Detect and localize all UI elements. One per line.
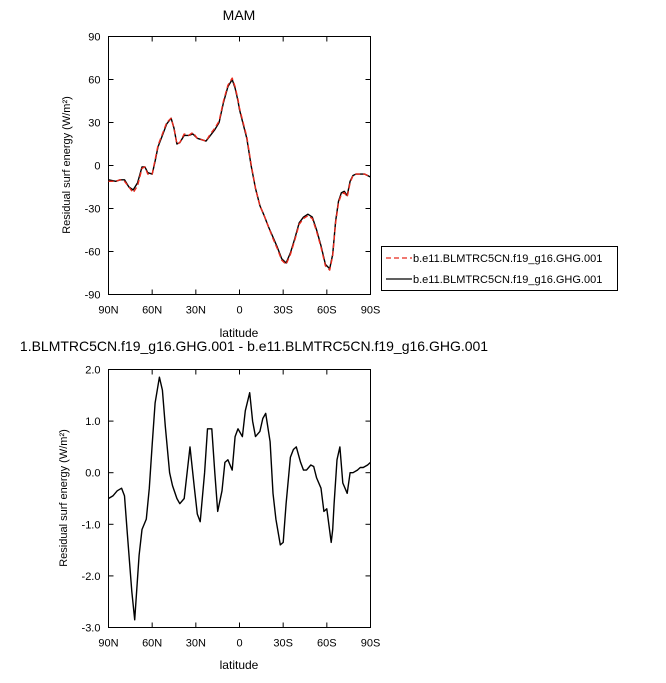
bottom-x-axis-label: latitude bbox=[220, 658, 259, 672]
y-tick-label: 1.0 bbox=[85, 416, 100, 428]
series-line-1 bbox=[108, 77, 371, 271]
bottom-panel: 1.BLMTRC5CN.f19_g16.GHG.001 - b.e11.BLMT… bbox=[20, 338, 488, 672]
x-tick-label: 90N bbox=[98, 638, 118, 650]
x-tick-label: 60S bbox=[317, 305, 337, 317]
x-tick-label: 90S bbox=[361, 638, 381, 650]
top-y-ticks: 90 60 30 0 -30 -60 -90 bbox=[85, 32, 371, 302]
x-tick-label: 30S bbox=[273, 305, 293, 317]
bottom-y-axis-label: Residual surf energy (W/m²) bbox=[58, 429, 70, 567]
bottom-x-ticks: 90N 60N 30N 0 30S 60S 90S bbox=[98, 369, 381, 650]
legend: b.e11.BLMTRC5CN.f19_g16.GHG.001 b.e11.BL… bbox=[381, 246, 618, 291]
x-tick-label: 90N bbox=[98, 305, 118, 317]
legend-box bbox=[381, 246, 618, 291]
x-tick-label: 0 bbox=[236, 638, 242, 650]
top-y-axis-label: Residual surf energy (W/m²) bbox=[61, 96, 73, 234]
y-tick-label: -2.0 bbox=[82, 571, 101, 583]
x-tick-label: 0 bbox=[236, 305, 242, 317]
top-chart-title: MAM bbox=[223, 7, 256, 23]
x-tick-label: 60N bbox=[142, 638, 162, 650]
y-tick-label: 30 bbox=[88, 118, 100, 130]
legend-entry-1: b.e11.BLMTRC5CN.f19_g16.GHG.001 bbox=[413, 253, 602, 265]
y-tick-label: -60 bbox=[85, 247, 101, 259]
y-tick-label: 60 bbox=[88, 75, 100, 87]
top-panel: MAM 90 60 30 0 -30 -60 -90 90N 60N 30N 0 30S 60S 90S… bbox=[61, 7, 618, 340]
top-x-axis-label: latitude bbox=[220, 326, 259, 340]
top-series-lines bbox=[108, 77, 371, 271]
y-tick-label: -90 bbox=[85, 290, 101, 302]
top-x-ticks: 90N 60N 30N 0 30S 60S 90S bbox=[98, 36, 381, 317]
y-tick-label: 2.0 bbox=[85, 365, 100, 377]
bottom-series-lines bbox=[108, 376, 371, 621]
y-tick-label: -1.0 bbox=[82, 519, 101, 531]
legend-entry-2: b.e11.BLMTRC5CN.f19_g16.GHG.001 bbox=[413, 274, 602, 286]
x-tick-label: 30S bbox=[273, 638, 293, 650]
y-tick-label: 0.0 bbox=[85, 468, 100, 480]
x-tick-label: 60N bbox=[142, 305, 162, 317]
series-line-1 bbox=[108, 376, 371, 621]
x-tick-label: 90S bbox=[361, 305, 381, 317]
bottom-y-ticks: 2.0 1.0 0.0 -1.0 -2.0 -3.0 bbox=[82, 365, 371, 635]
y-tick-label: 0 bbox=[94, 161, 100, 173]
y-tick-label: 90 bbox=[88, 32, 100, 44]
x-tick-label: 60S bbox=[317, 638, 337, 650]
x-tick-label: 30N bbox=[186, 638, 206, 650]
y-tick-label: -3.0 bbox=[82, 623, 101, 635]
y-tick-label: -30 bbox=[85, 204, 101, 216]
x-tick-label: 30N bbox=[186, 305, 206, 317]
top-plot-frame bbox=[108, 36, 371, 295]
bottom-chart-title: 1.BLMTRC5CN.f19_g16.GHG.001 - b.e11.BLMT… bbox=[20, 338, 488, 354]
